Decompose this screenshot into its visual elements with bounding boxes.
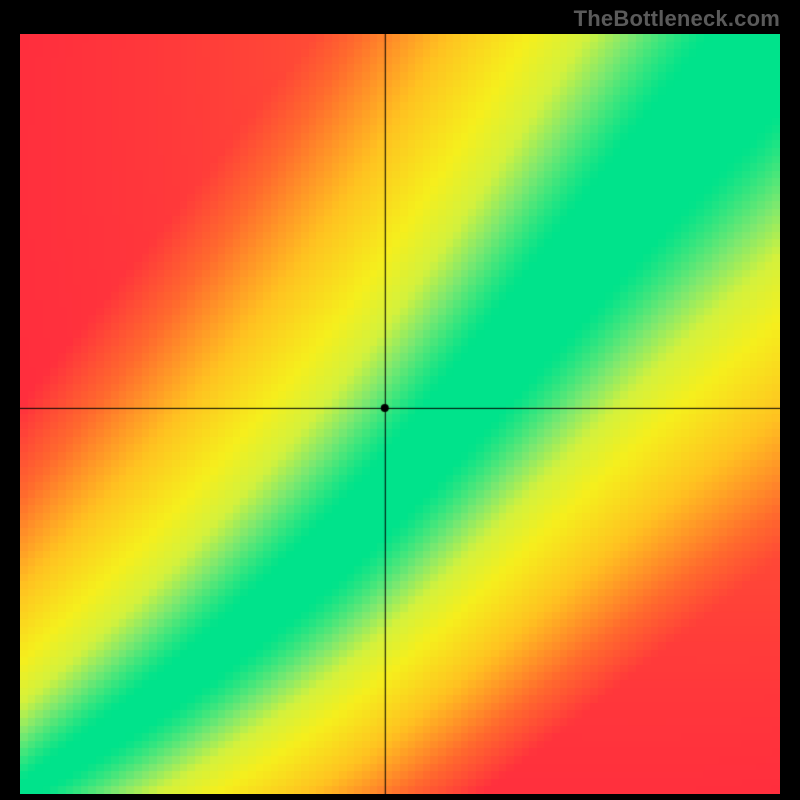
- chart-container: TheBottleneck.com: [0, 0, 800, 800]
- attribution-label: TheBottleneck.com: [574, 6, 780, 32]
- bottleneck-heatmap: [20, 34, 780, 794]
